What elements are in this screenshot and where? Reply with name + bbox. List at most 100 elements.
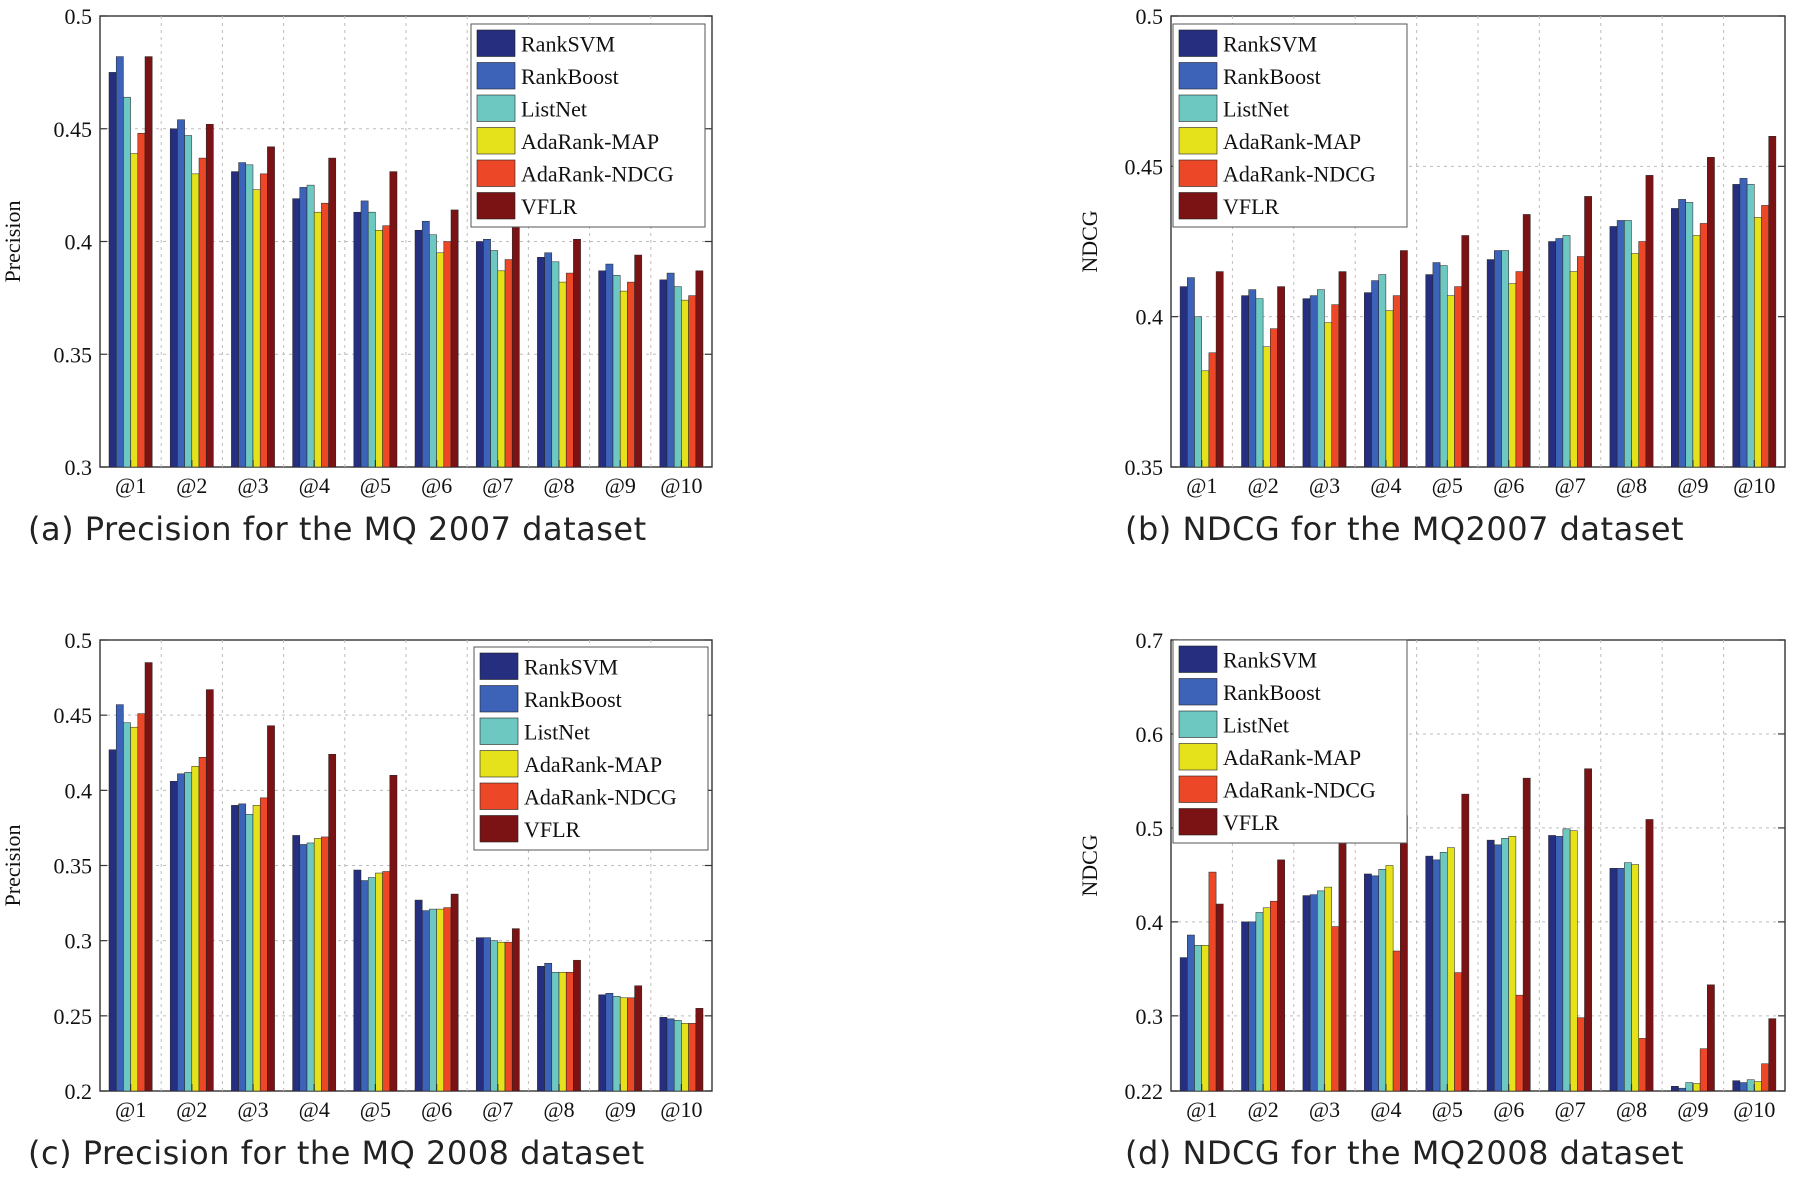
bar	[666, 272, 675, 468]
bar	[1685, 202, 1694, 468]
bar	[1241, 295, 1249, 468]
y-tick-label: 0.4	[1136, 910, 1164, 935]
bar	[1584, 196, 1592, 468]
bar	[1392, 950, 1401, 1092]
legend-swatch	[1178, 159, 1218, 187]
bar	[245, 164, 254, 468]
bar	[367, 211, 376, 468]
bar	[1262, 346, 1271, 468]
legend-swatch	[1178, 192, 1218, 220]
bar	[565, 272, 574, 468]
bar	[695, 270, 704, 468]
bar	[688, 295, 697, 468]
bar	[353, 869, 362, 1092]
y-tick-label: 0.5	[65, 628, 93, 653]
bar	[1364, 873, 1372, 1092]
bar	[673, 286, 682, 468]
x-tick-label: @10	[660, 1097, 702, 1122]
bar	[299, 844, 308, 1092]
y-tick-label: 0.35	[54, 854, 93, 879]
bar	[1631, 253, 1639, 468]
x-tick-label: @3	[237, 1097, 268, 1122]
bar	[1208, 871, 1217, 1092]
bar	[1400, 250, 1408, 468]
bar	[1371, 875, 1379, 1092]
legend-label: AdaRank-NDCG	[1223, 162, 1376, 187]
bar	[1378, 274, 1387, 468]
x-tick-label: @6	[1493, 473, 1524, 498]
bar	[1732, 1080, 1741, 1092]
bar	[483, 937, 491, 1092]
bar	[1501, 838, 1509, 1092]
x-tick-label: @4	[299, 473, 330, 498]
x-tick-label: @8	[543, 473, 574, 498]
y-tick-label: 0.45	[54, 703, 93, 728]
bar	[1739, 178, 1748, 468]
bar	[299, 187, 308, 468]
legend-swatch	[479, 652, 519, 680]
bar	[565, 971, 574, 1092]
bar	[1577, 256, 1585, 468]
x-tick-label: @6	[421, 473, 452, 498]
bar	[184, 135, 193, 468]
bar	[1522, 214, 1531, 468]
bar	[292, 835, 301, 1092]
x-tick-label: @8	[1616, 1097, 1647, 1122]
bar	[598, 994, 607, 1092]
bar	[1439, 852, 1448, 1092]
legend-label: VFLR	[524, 817, 581, 842]
bar	[573, 959, 581, 1092]
bar	[681, 299, 689, 468]
legend-swatch	[1178, 645, 1218, 673]
x-tick-label: @7	[1554, 1097, 1585, 1122]
bar	[360, 880, 369, 1092]
legend-label: AdaRank-MAP	[1223, 129, 1361, 154]
bar	[1671, 1086, 1679, 1092]
bar	[1508, 836, 1517, 1092]
bar	[1685, 1082, 1694, 1092]
chart-caption: (a) Precision for the MQ 2007 dataset	[28, 510, 647, 548]
bar	[1678, 1087, 1686, 1092]
bar	[1631, 864, 1639, 1092]
bar	[1624, 220, 1632, 468]
bar	[558, 971, 567, 1092]
bar	[321, 202, 329, 468]
bar	[177, 773, 185, 1092]
x-tick-label: @4	[1370, 1097, 1401, 1122]
bar	[504, 941, 513, 1092]
bar	[252, 805, 261, 1092]
bar	[389, 171, 398, 468]
bar	[1439, 265, 1448, 468]
bar	[238, 162, 247, 468]
bar	[612, 996, 621, 1092]
y-tick-label: 0.4	[65, 778, 93, 803]
legend-label: VFLR	[1223, 810, 1280, 835]
bar	[573, 238, 581, 468]
y-axis-label: Precision	[0, 825, 25, 907]
legend-label: ListNet	[521, 97, 587, 122]
bar	[558, 281, 567, 468]
y-tick-label: 0.5	[1136, 816, 1164, 841]
bar	[137, 133, 146, 468]
bar	[389, 775, 398, 1092]
x-tick-label: @6	[421, 1097, 452, 1122]
bar	[605, 263, 614, 468]
bar	[177, 119, 185, 468]
bar	[1364, 292, 1372, 468]
bar	[1707, 157, 1715, 468]
bar	[1692, 235, 1701, 468]
y-axis-label: NDCG	[1077, 834, 1102, 896]
bar	[1324, 886, 1332, 1092]
bar	[1501, 250, 1509, 468]
bar	[436, 252, 445, 468]
bar	[1699, 1048, 1708, 1092]
x-tick-label: @9	[605, 473, 636, 498]
x-tick-label: @7	[1554, 473, 1585, 498]
bar	[1569, 830, 1578, 1092]
x-tick-label: @10	[660, 473, 702, 498]
bar	[1486, 839, 1495, 1092]
bar	[627, 281, 635, 468]
x-tick-label: @5	[360, 1097, 391, 1122]
bar	[1385, 865, 1394, 1092]
bar	[551, 261, 560, 468]
